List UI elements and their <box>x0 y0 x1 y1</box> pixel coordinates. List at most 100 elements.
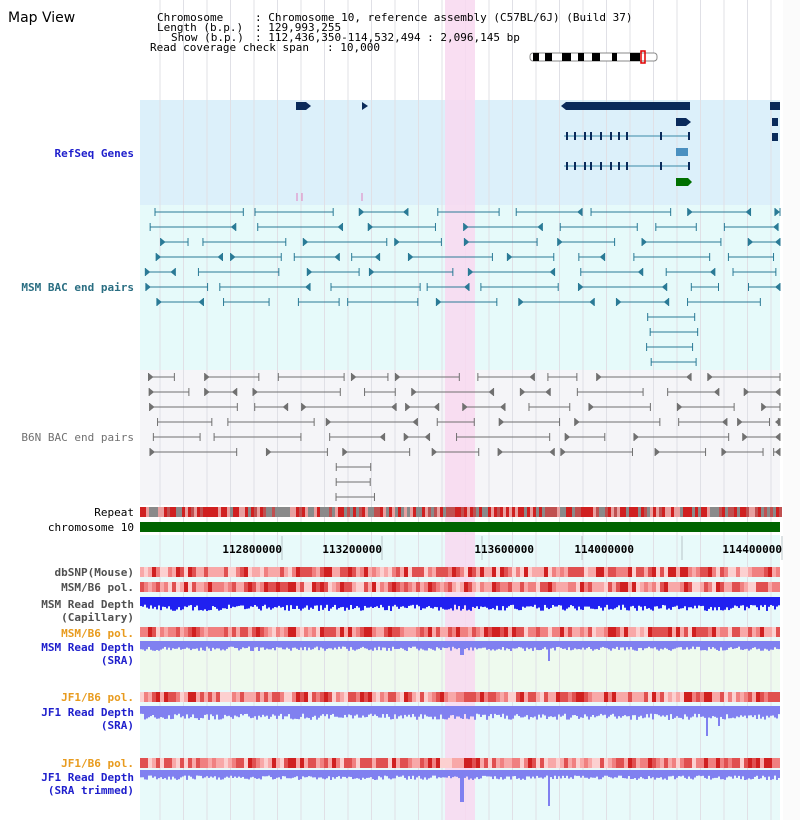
bac-arrow <box>394 238 400 246</box>
track-label-msm-b6-pol-1[interactable]: MSM/B6 pol. <box>61 581 134 594</box>
msm-sra-depth-bar <box>378 641 380 647</box>
bac-arrow <box>537 223 543 231</box>
msm-capillary-depth-bar <box>422 597 424 609</box>
msm-capillary-depth-bar <box>708 597 710 609</box>
msm-sra-depth-bar <box>170 641 172 651</box>
msm-capillary-depth-bar <box>204 597 206 610</box>
polymorphism-cell <box>512 582 516 592</box>
msm-capillary-depth-bar <box>576 597 578 611</box>
track-label-msm-bac[interactable]: MSM BAC end pairs <box>21 281 134 294</box>
msm-sra-depth-bar <box>624 641 626 651</box>
jf1-trimmed-depth-bar <box>212 770 214 778</box>
msm-capillary-depth-bar <box>278 597 280 606</box>
msm-capillary-depth-bar <box>544 597 546 605</box>
msm-sra-depth-bar <box>150 641 152 650</box>
msm-capillary-depth-bar <box>696 597 698 609</box>
jf1-trimmed-depth-bar <box>610 770 612 778</box>
polymorphism-cell <box>640 627 644 637</box>
polymorphism-cell <box>508 692 512 702</box>
jf1-trimmed-depth-bar <box>574 770 576 776</box>
track-label-msm-b6-pol-2[interactable]: MSM/B6 pol. <box>61 627 134 640</box>
track-label-jf1-depth-sra[interactable]: JF1 Read Depth <box>41 706 134 719</box>
jf1-sra-depth-bar <box>492 706 494 719</box>
bac-arrow <box>170 268 176 276</box>
polymorphism-cell <box>368 582 372 592</box>
polymorphism-cell <box>352 692 356 702</box>
msm-sra-depth-bar <box>252 641 254 651</box>
msm-capillary-depth-bar <box>210 597 212 611</box>
polymorphism-cell <box>328 627 332 637</box>
msm-sra-depth-bar <box>302 641 304 651</box>
track-label-repeat[interactable]: Repeat <box>94 506 134 519</box>
repeat-segment <box>149 507 152 517</box>
msm-capillary-depth-bar <box>690 597 692 608</box>
polymorphism-cell <box>232 582 236 592</box>
polymorphism-cell <box>488 758 492 768</box>
jf1-sra-depth-bar <box>196 706 198 719</box>
jf1-trimmed-depth-bar <box>602 770 604 778</box>
msm-sra-depth-bar <box>666 641 668 649</box>
track-label-b6n-bac[interactable]: B6N BAC end pairs <box>21 431 134 444</box>
polymorphism-cell <box>408 582 412 592</box>
bac-arrow <box>464 283 470 291</box>
msm-sra-depth-bar <box>222 641 224 650</box>
msm-capillary-depth-bar <box>770 597 772 605</box>
polymorphism-cell <box>156 692 160 702</box>
jf1-sra-depth-bar <box>712 706 714 717</box>
polymorphism-cell <box>140 692 144 702</box>
track-label-chromosome[interactable]: chromosome 10 <box>47 521 134 534</box>
msm-capillary-depth-bar <box>532 597 534 607</box>
jf1-trimmed-depth-bar <box>358 770 360 779</box>
jf1-sra-depth-bar <box>314 706 316 716</box>
polymorphism-cell <box>316 692 320 702</box>
repeat-segment <box>647 507 650 517</box>
jf1-sra-depth-bar <box>390 706 392 720</box>
polymorphism-cell <box>580 582 584 592</box>
jf1-trimmed-depth-bar <box>600 770 602 780</box>
msm-sra-depth-bar <box>620 641 622 648</box>
polymorphism-cell <box>700 692 704 702</box>
jf1-sra-depth-bar <box>608 706 610 717</box>
track-label-msm-depth-sra[interactable]: MSM Read Depth <box>41 641 134 654</box>
jf1-sra-depth-bar <box>268 706 270 719</box>
polymorphism-cell <box>228 582 232 592</box>
bac-arrow <box>545 388 551 396</box>
polymorphism-cell <box>320 582 324 592</box>
polymorphism-cell <box>728 627 732 637</box>
jf1-sra-depth-bar <box>402 706 404 719</box>
track-label-dbsnp[interactable]: dbSNP(Mouse) <box>54 566 134 579</box>
msm-capillary-depth-bar <box>494 597 496 610</box>
jf1-trimmed-depth-bar <box>450 770 452 779</box>
msm-sra-depth-bar <box>550 641 552 649</box>
msm-sra-depth-bar <box>288 641 290 649</box>
polymorphism-cell <box>752 692 756 702</box>
msm-sra-depth-bar <box>382 641 384 648</box>
polymorphism-cell <box>688 567 692 577</box>
jf1-trimmed-depth-bar <box>376 770 378 780</box>
gene-arrow <box>686 118 691 126</box>
polymorphism-cell <box>192 567 196 577</box>
track-label-jf1-depth-trim[interactable]: JF1 Read Depth <box>41 771 134 784</box>
gene-block <box>676 148 688 156</box>
jf1-sra-depth-bar <box>698 706 700 714</box>
jf1-sra-depth-bar <box>272 706 274 715</box>
jf1-sra-depth-bar <box>352 706 354 719</box>
track-label-jf1-b6-pol-2[interactable]: JF1/B6 pol. <box>61 757 134 770</box>
polymorphism-cell <box>216 627 220 637</box>
jf1-sra-depth-bar <box>206 706 208 715</box>
jf1-sra-depth-bar <box>526 706 528 716</box>
track-label-jf1-b6-pol-1[interactable]: JF1/B6 pol. <box>61 691 134 704</box>
jf1-sra-depth-bar <box>540 706 542 718</box>
polymorphism-cell <box>408 627 412 637</box>
track-label-msm-depth-cap[interactable]: MSM Read Depth <box>41 598 134 611</box>
msm-capillary-depth-bar <box>230 597 232 609</box>
repeat-segment <box>155 507 158 517</box>
track-label-refseq[interactable]: RefSeq Genes <box>54 147 134 160</box>
jf1-sra-depth-bar <box>544 706 546 716</box>
polymorphism-cell <box>492 627 496 637</box>
msm-capillary-depth-bar <box>764 597 766 605</box>
repeat-segment <box>350 507 353 517</box>
jf1-sra-depth-bar <box>736 706 738 717</box>
msm-sra-depth-bar <box>586 641 588 649</box>
